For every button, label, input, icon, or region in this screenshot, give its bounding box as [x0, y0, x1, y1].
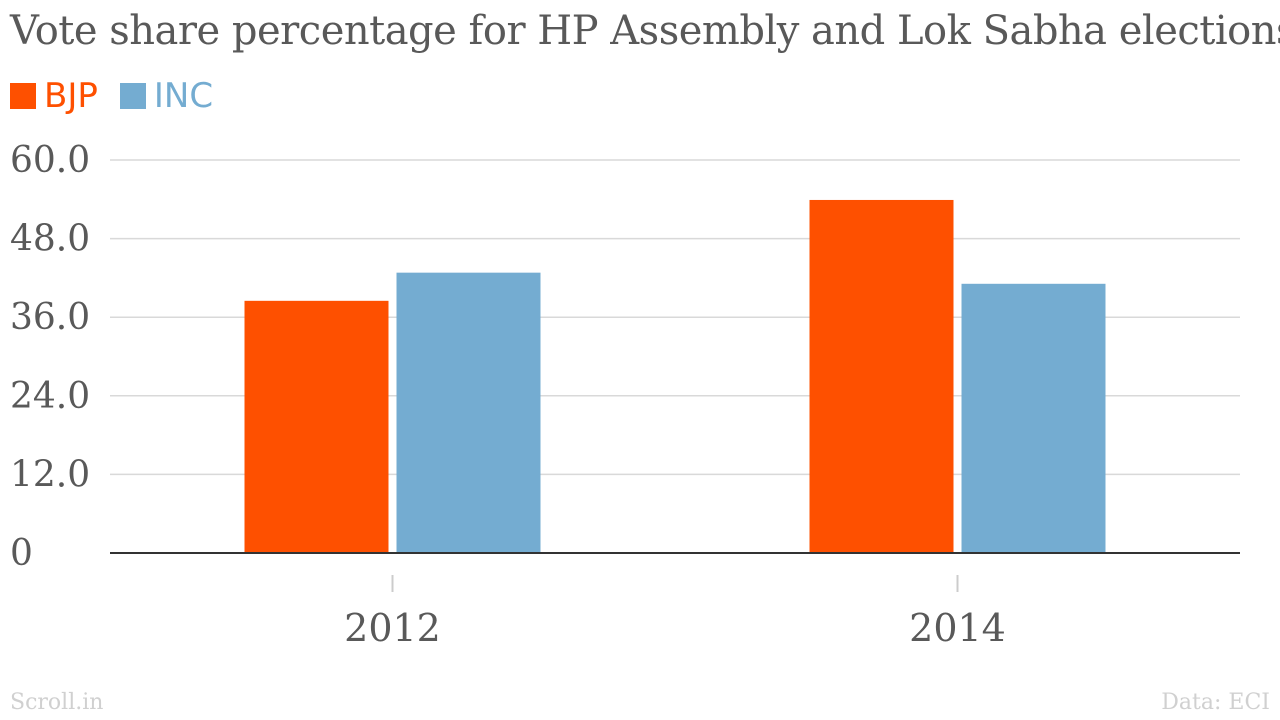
legend-item-inc: INC: [119, 76, 214, 116]
y-tick-label: 36.0: [10, 297, 90, 338]
y-tick-label: 0: [10, 533, 33, 574]
bar-inc-2012: [396, 272, 541, 553]
legend-swatch-bjp: [10, 83, 36, 109]
chart-legend: BJP INC: [10, 76, 213, 116]
chart-title: Vote share percentage for HP Assembly an…: [10, 8, 1280, 54]
legend-item-bjp: BJP: [10, 76, 98, 116]
legend-label-inc: INC: [153, 76, 214, 116]
x-tick-label: 2012: [344, 606, 441, 650]
y-tick-label: 60.0: [10, 140, 90, 181]
bar-bjp-2012: [244, 300, 389, 553]
bar-bjp-2014: [809, 199, 954, 553]
data-credit: Data: ECI: [1161, 690, 1270, 715]
y-tick-label: 12.0: [10, 454, 90, 495]
bar-inc-2014: [961, 283, 1106, 553]
y-tick-label: 48.0: [10, 219, 90, 260]
legend-swatch-inc: [119, 83, 146, 109]
legend-label-bjp: BJP: [44, 76, 98, 116]
y-tick-label: 24.0: [10, 376, 90, 417]
source-brand: Scroll.in: [10, 690, 104, 715]
x-tick-label: 2014: [909, 606, 1006, 650]
